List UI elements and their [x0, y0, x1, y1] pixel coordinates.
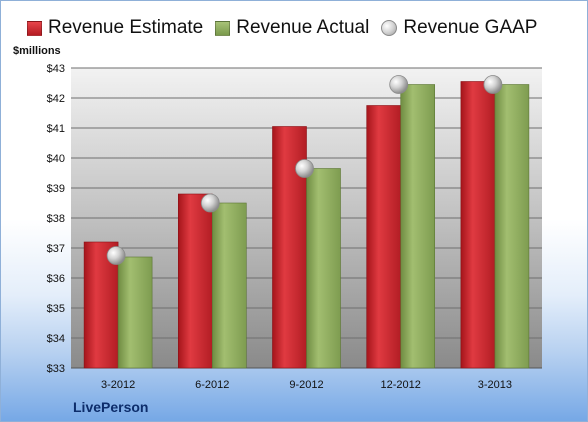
- bar-revenue-estimate: [366, 105, 402, 369]
- legend-swatch-actual: [215, 20, 231, 36]
- y-tick-label: $37: [47, 243, 65, 255]
- y-tick-label: $42: [47, 93, 65, 105]
- bar-revenue-estimate: [178, 193, 213, 369]
- y-tick-label: $38: [47, 213, 65, 225]
- y-axis-unit-label: $millions: [13, 45, 61, 57]
- legend-label-estimate: Revenue Estimate: [48, 17, 204, 38]
- y-tick-label: $43: [47, 63, 65, 75]
- legend-item-gaap: Revenue GAAP: [381, 17, 537, 39]
- legend-label-actual: Revenue Actual: [236, 17, 370, 38]
- bar-revenue-estimate: [83, 241, 119, 369]
- legend: Revenue Estimate Revenue Actual Revenue …: [27, 17, 549, 39]
- legend-label-gaap: Revenue GAAP: [403, 17, 538, 38]
- marker-revenue-gaap: [200, 193, 220, 213]
- y-tick-label: $41: [47, 123, 65, 135]
- x-tick-label: 3-2012: [101, 379, 135, 391]
- bar-revenue-actual: [306, 168, 341, 369]
- legend-swatch-gaap: [381, 20, 398, 36]
- y-tick-label: $34: [47, 333, 65, 345]
- x-tick-label: 3-2013: [478, 379, 512, 391]
- bar-revenue-actual: [400, 84, 436, 369]
- x-tick-label: 6-2012: [195, 379, 229, 391]
- y-tick-label: $36: [47, 273, 65, 285]
- bar-revenue-actual: [117, 256, 153, 369]
- marker-revenue-gaap: [295, 159, 314, 178]
- bar-revenue-actual: [494, 84, 530, 369]
- company-name: LivePerson: [73, 399, 149, 415]
- legend-item-actual: Revenue Actual: [215, 17, 369, 39]
- y-tick-label: $40: [47, 153, 65, 165]
- legend-item-estimate: Revenue Estimate: [27, 17, 203, 39]
- marker-revenue-gaap: [483, 75, 503, 94]
- y-tick-label: $39: [47, 183, 65, 195]
- legend-swatch-estimate: [27, 20, 42, 36]
- bar-revenue-actual: [212, 202, 247, 369]
- y-tick-label: $35: [47, 303, 65, 315]
- x-tick-label: 12-2012: [381, 379, 421, 391]
- marker-revenue-gaap: [106, 246, 126, 265]
- y-tick-label: $33: [47, 363, 65, 375]
- bar-revenue-estimate: [460, 81, 496, 369]
- marker-revenue-gaap: [389, 75, 409, 94]
- x-tick-label: 9-2012: [289, 379, 323, 391]
